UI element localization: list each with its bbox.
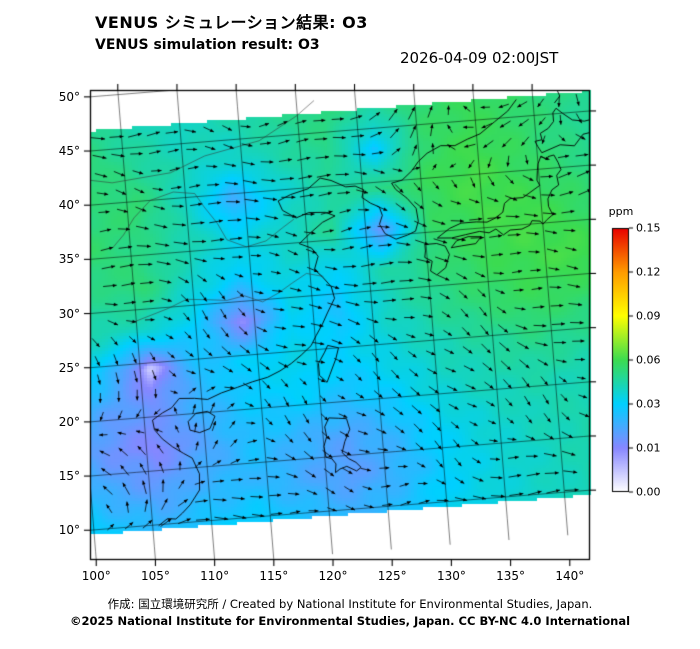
colorbar-tick-label: 0.01	[636, 441, 661, 455]
footer-license-text: ©2025 National Institute for Environment…	[69, 614, 631, 628]
lat-tick-label: 15°	[58, 469, 80, 484]
lon-tick-label: 115°	[259, 569, 289, 583]
colorbar-tick-label: 0.09	[636, 309, 661, 323]
lat-tick-label: 30°	[58, 306, 80, 321]
lat-tick-label: 45°	[58, 144, 80, 159]
lon-tick-label: 110°	[200, 569, 230, 583]
lon-tick-label: 135°	[496, 569, 526, 583]
colorbar-tick-label: 0.15	[636, 221, 661, 235]
colorbar-unit-label: ppm	[608, 205, 634, 218]
colorbar-tick-label: 0.06	[636, 353, 661, 367]
timestamp-text: 2026-04-09 02:00JST	[400, 49, 559, 67]
lon-tick-label: 100°	[81, 569, 111, 583]
colorbar-tick-label: 0.12	[636, 265, 661, 279]
lat-tick-label: 10°	[58, 523, 80, 538]
footer-credit-text: 作成: 国立環境研究所 / Created by National Instit…	[107, 597, 593, 611]
lat-tick-label: 25°	[58, 360, 80, 375]
lon-tick-label: 125°	[377, 569, 407, 583]
title-japanese: VENUS シミュレーション結果: O3	[95, 13, 368, 32]
lat-tick-label: 50°	[58, 89, 80, 104]
colorbar-tick-label: 0.00	[636, 485, 661, 499]
lon-tick-label: 130°	[436, 569, 466, 583]
footer: 作成: 国立環境研究所 / Created by National Instit…	[0, 596, 700, 628]
colorbar-tick-label: 0.03	[636, 397, 661, 411]
lon-tick-label: 140°	[555, 569, 585, 583]
lat-tick-label: 40°	[58, 198, 80, 213]
title-english: VENUS simulation result: O3	[95, 37, 320, 53]
lat-tick-label: 20°	[58, 414, 80, 429]
lon-tick-label: 105°	[140, 569, 170, 583]
lat-tick-label: 35°	[58, 252, 80, 267]
lon-tick-label: 120°	[318, 569, 348, 583]
